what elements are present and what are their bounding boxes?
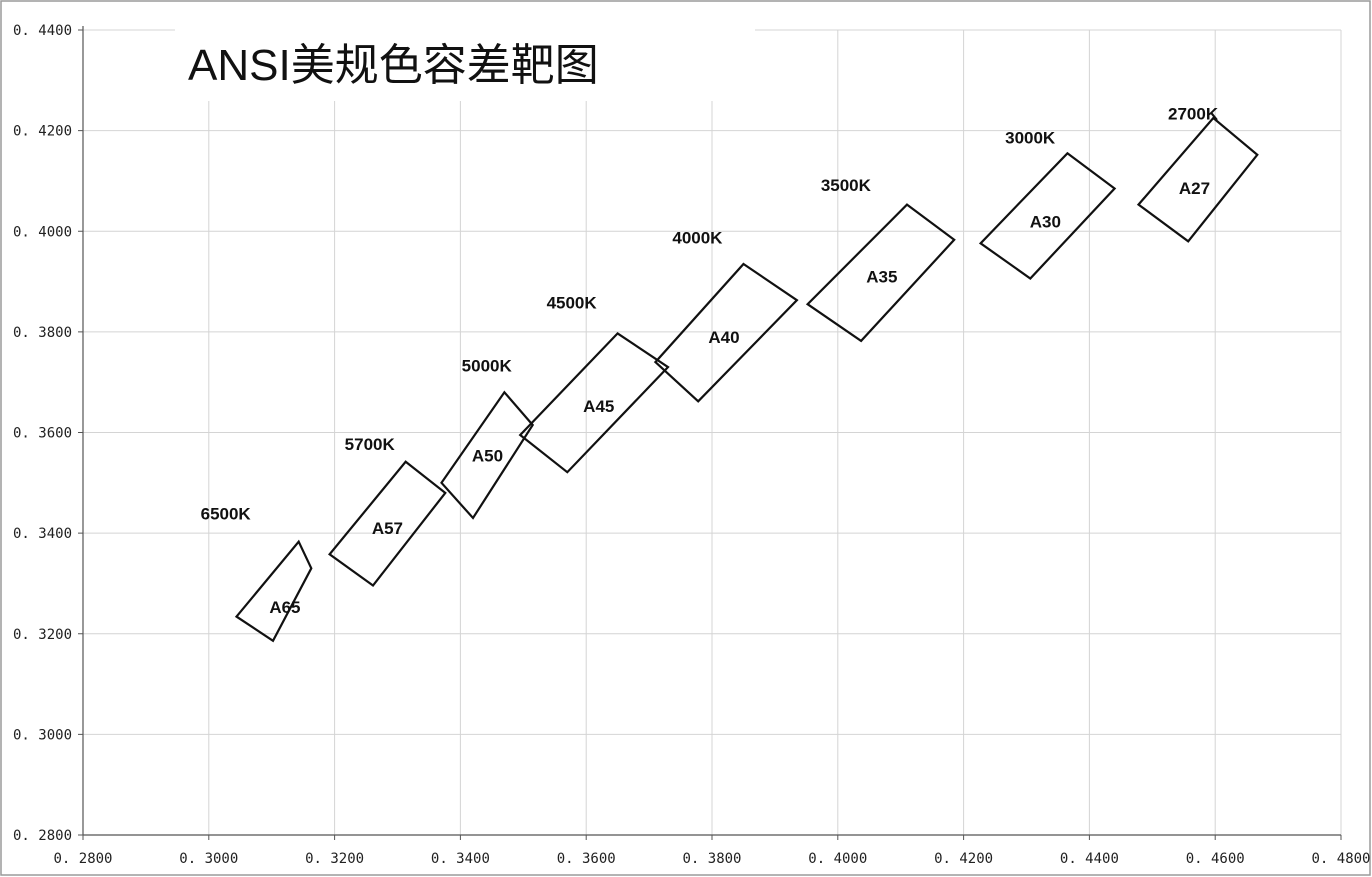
quadrangle-label-a35: A35 [866,268,897,287]
x-tick-label: 0. 3400 [431,851,490,867]
x-tick-label: 0. 2800 [53,851,112,867]
cct-label-5700k: 5700K [345,435,396,454]
quadrangle-label-a65: A65 [269,598,300,617]
quadrangle-a30: A30 3000K [978,129,1117,280]
cct-label-2700k: 2700K [1168,105,1219,124]
y-tick-label: 0. 3400 [13,526,72,542]
cct-label-3500k: 3500K [821,176,872,195]
quadrangle-outline-a65 [234,539,313,643]
y-axis-tick-labels: 0. 2800 0. 3000 0. 3200 0. 3400 0. 3600 0. 38… [13,23,72,844]
x-axis-tick-labels: 0. 2800 0. 3000 0. 3200 0. 3400 0. 3600 0. 38… [53,851,1370,867]
tolerance-quadrangles: A65 6500K A57 5700K A50 5000K A45 4500K A40 4000K… [201,105,1259,643]
y-tick-label: 0. 4000 [13,224,72,240]
quadrangle-a45: A45 4500K [518,294,670,474]
chart-title: ANSI美规色容差靶图 [188,41,599,90]
x-tick-label: 0. 4000 [808,851,867,867]
y-tick-label: 0. 3600 [13,426,72,442]
y-tick-label: 0. 2800 [13,828,72,844]
cct-label-4500k: 4500K [547,294,598,313]
cct-label-4000k: 4000K [672,228,723,247]
y-tick-label: 0. 4200 [13,124,72,140]
quadrangle-outline-a27 [1136,116,1259,243]
x-tick-label: 0. 4600 [1186,851,1245,867]
quadrangle-label-a40: A40 [708,328,739,347]
quadrangle-label-a50: A50 [472,447,503,466]
quadrangle-a27: A27 2700K [1136,105,1259,243]
x-tick-label: 0. 3200 [305,851,364,867]
quadrangle-label-a27: A27 [1179,179,1210,198]
x-tick-label: 0. 4400 [1060,851,1119,867]
quadrangle-outline-a35 [805,203,956,343]
axes [78,26,1342,840]
x-tick-label: 0. 4800 [1311,851,1370,867]
y-tick-label: 0. 3000 [13,727,72,743]
y-tick-label: 0. 3200 [13,627,72,643]
cct-label-6500k: 6500K [201,505,252,524]
quadrangle-a65: A65 6500K [201,505,313,643]
quadrangle-label-a57: A57 [372,519,403,538]
x-tick-label: 0. 3800 [682,851,741,867]
quadrangle-outline-a45 [518,331,670,474]
quadrangle-outline-a57 [328,460,447,588]
title-background [175,26,755,101]
quadrangle-a35: A35 3500K [805,176,956,343]
x-tick-label: 0. 3000 [179,851,238,867]
cct-label-3000k: 3000K [1005,129,1056,148]
quadrangle-label-a30: A30 [1030,213,1061,232]
quadrangle-a40: A40 4000K [653,228,799,403]
cct-label-5000k: 5000K [462,357,513,376]
y-tick-label: 0. 4400 [13,23,72,39]
x-tick-label: 0. 3600 [557,851,616,867]
quadrangle-label-a45: A45 [583,397,614,416]
x-tick-label: 0. 4200 [934,851,993,867]
quadrangle-outline-a50 [440,390,535,520]
quadrangle-outline-a30 [978,151,1117,280]
y-tick-label: 0. 3800 [13,325,72,341]
quadrangle-a50: A50 5000K [440,357,535,520]
quadrangle-a57: A57 5700K [328,435,447,588]
quadrangle-outline-a40 [653,262,799,403]
